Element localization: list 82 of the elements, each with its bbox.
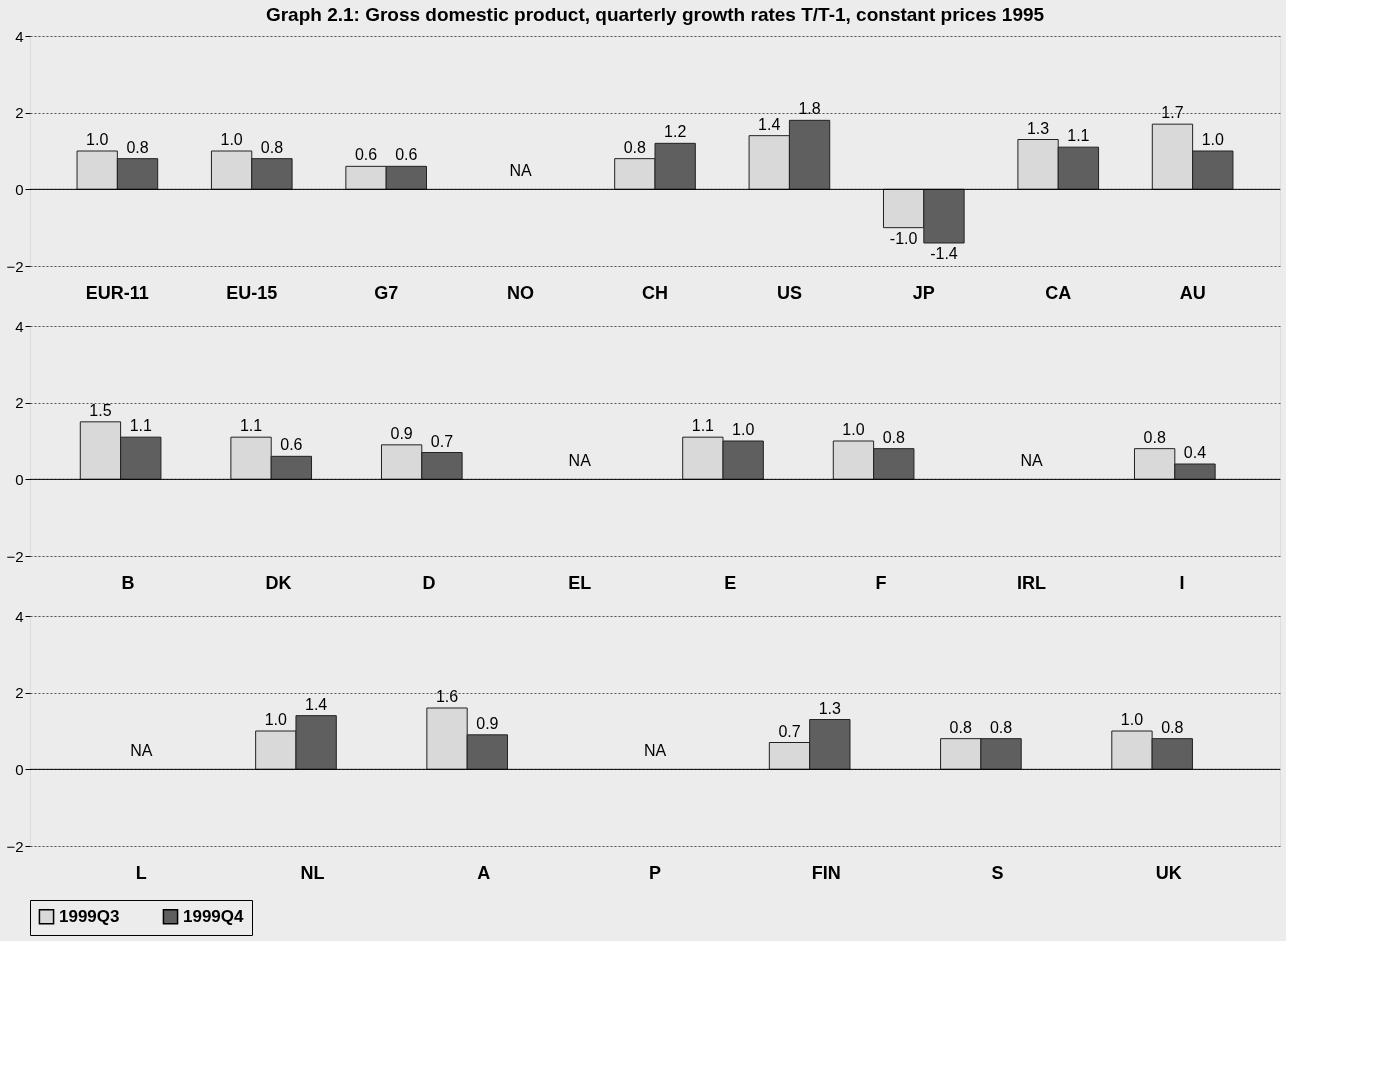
data-label: 1.3	[818, 699, 842, 717]
x-tick-label: L	[135, 862, 147, 883]
x-tick-label: EU-15	[226, 282, 278, 303]
y-tick-label: 4	[15, 27, 24, 45]
data-label: 1.2	[664, 123, 687, 141]
chart-title: Graph 2.1: Gross domestic product, quarterly growth rates T/T-1, constant prices 1995	[265, 4, 1045, 25]
annotation: NA	[130, 741, 153, 759]
x-tick-label: US	[776, 282, 802, 303]
data-label: 0.8	[1161, 718, 1184, 736]
x-tick-label: NL	[300, 862, 325, 883]
data-label: 0.6	[395, 146, 418, 164]
x-tick-label: D	[422, 572, 436, 593]
data-label: 0.9	[390, 424, 413, 442]
data-label: 1.6	[435, 688, 459, 705]
legend-label: 1999Q4	[183, 906, 245, 926]
x-tick-label: F	[875, 572, 887, 593]
x-tick-label: I	[1179, 572, 1185, 593]
data-label: 0.6	[280, 436, 303, 454]
x-tick-label: CH	[642, 282, 668, 303]
data-label: 1.0	[86, 131, 109, 148]
annotation: NA	[643, 741, 667, 759]
y-tick-label: 2	[15, 684, 24, 702]
annotation: NA	[509, 161, 533, 179]
x-tick-label: NO	[507, 282, 535, 303]
data-label: 1.0	[220, 131, 243, 148]
x-tick-label: E	[724, 572, 737, 593]
data-label: 0.7	[778, 722, 801, 740]
y-tick-label: −2	[6, 547, 24, 565]
data-label: 1.4	[758, 115, 781, 133]
legend-label: 1999Q3	[59, 906, 120, 926]
data-label: 1.0	[1201, 131, 1225, 148]
data-label: 1.7	[1161, 104, 1184, 122]
data-label: 0.8	[1143, 428, 1166, 446]
y-tick-label: 2	[15, 104, 24, 122]
data-label: -1.4	[930, 245, 958, 262]
y-tick-label: 2	[15, 394, 24, 412]
data-label: 1.0	[264, 711, 288, 728]
x-tick-label: G7	[374, 282, 399, 303]
data-label: 1.0	[732, 421, 755, 438]
data-label: 0.8	[989, 718, 1013, 736]
x-tick-label: P	[648, 862, 662, 883]
x-tick-label: IRL	[1017, 572, 1047, 593]
data-label: 1.1	[691, 417, 715, 435]
x-tick-label: FIN	[811, 862, 841, 883]
x-tick-label: UK	[1155, 862, 1182, 883]
data-label: 1.4	[305, 695, 328, 713]
data-label: 0.8	[623, 138, 647, 156]
x-tick-label: EUR-11	[85, 282, 149, 303]
data-label: 0.8	[949, 718, 972, 736]
y-tick-label: 4	[15, 317, 24, 335]
x-tick-label: EL	[568, 572, 592, 593]
x-tick-label: DK	[265, 572, 292, 593]
annotation: NA	[1020, 451, 1043, 469]
data-label: 0.8	[260, 138, 284, 156]
y-tick-label: 0	[15, 760, 24, 778]
data-label: 1.1	[239, 417, 263, 435]
data-label: 0.8	[126, 138, 149, 156]
data-label: 1.1	[129, 417, 152, 435]
data-label: 1.5	[89, 401, 112, 419]
x-tick-label: AU	[1179, 282, 1206, 303]
y-tick-label: 0	[15, 470, 24, 488]
x-tick-label: A	[477, 862, 491, 883]
data-label: 0.7	[430, 432, 454, 450]
x-tick-label: S	[991, 862, 1004, 883]
x-tick-label: B	[121, 572, 135, 593]
y-tick-label: −2	[6, 257, 24, 275]
data-label: 0.8	[882, 428, 905, 446]
annotation: NA	[568, 451, 592, 469]
data-label: 0.4	[1183, 444, 1207, 461]
data-label: 1.3	[1026, 119, 1050, 137]
data-label: 0.9	[476, 714, 499, 732]
data-label: 0.6	[354, 146, 378, 164]
data-label: 1.8	[798, 100, 821, 118]
y-tick-label: 4	[15, 607, 24, 625]
y-tick-label: −2	[6, 837, 24, 855]
x-tick-label: CA	[1045, 282, 1072, 303]
data-label: 1.0	[842, 421, 865, 438]
data-label: 1.0	[1120, 711, 1144, 728]
data-label: -1.0	[889, 229, 918, 247]
data-label: 1.1	[1067, 127, 1090, 145]
x-tick-label: JP	[912, 282, 935, 303]
y-tick-label: 0	[15, 180, 24, 198]
